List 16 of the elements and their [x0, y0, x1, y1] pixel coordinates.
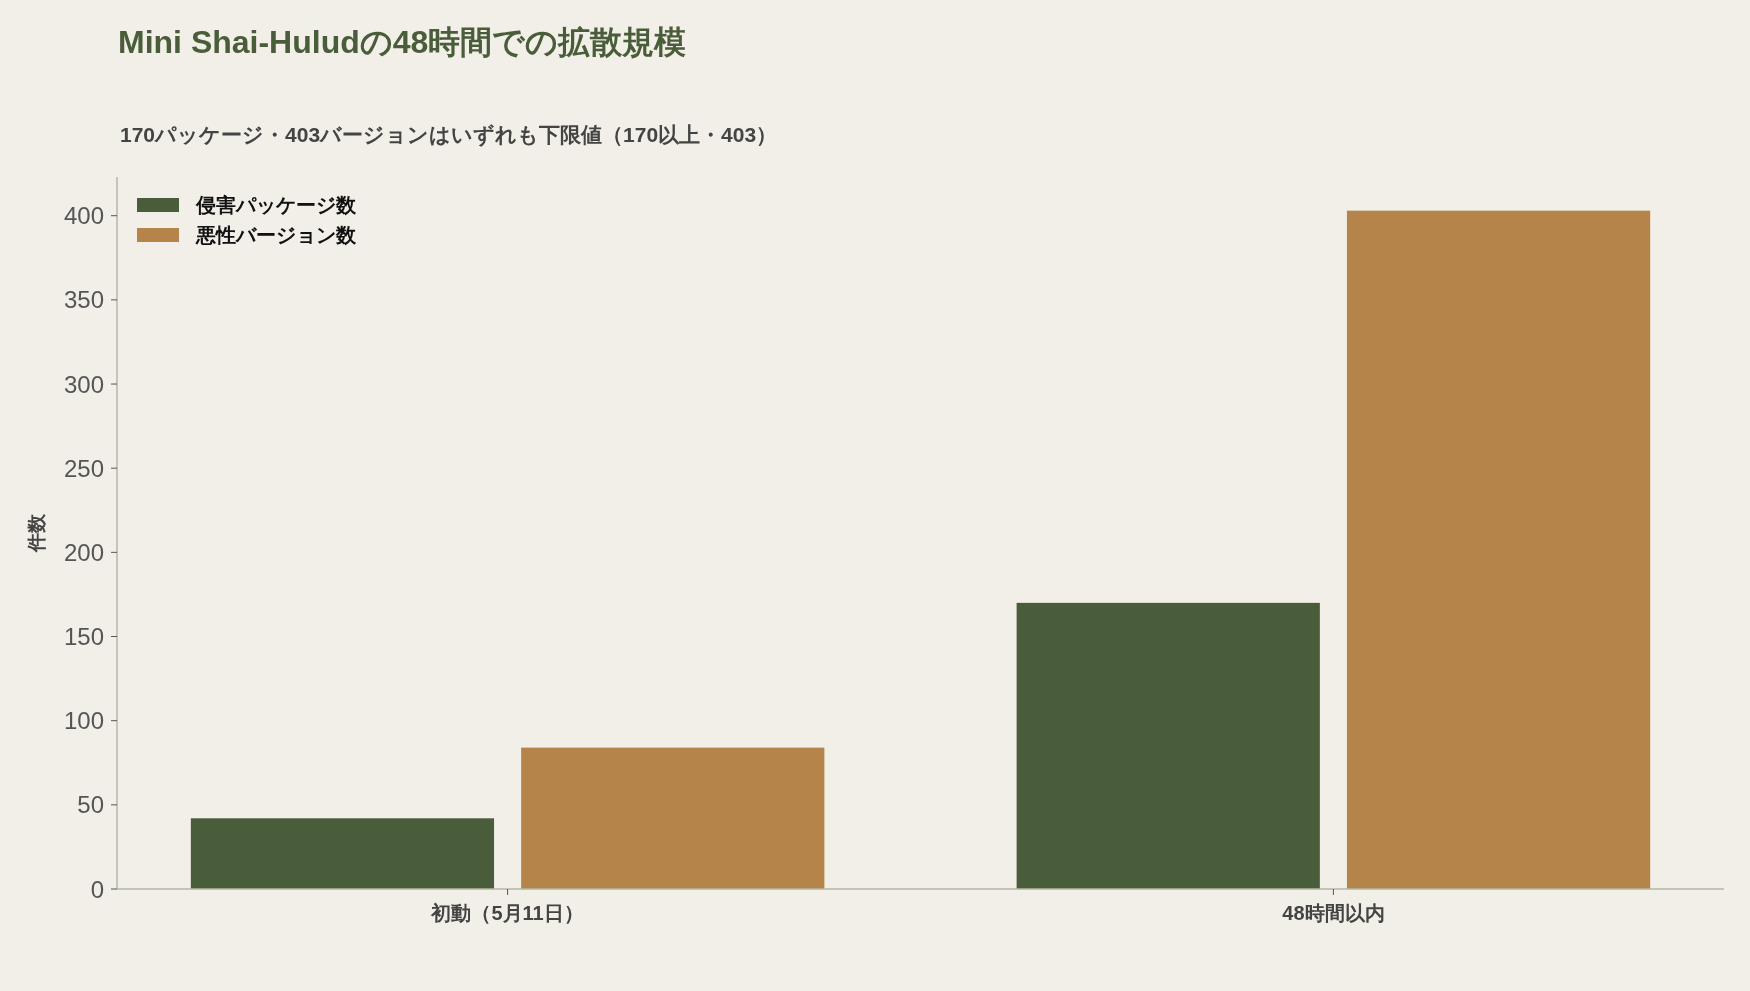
xtick: 48時間以内 [1282, 902, 1385, 924]
legend-label: 悪性バージョン数 [196, 224, 356, 246]
ytick: 250 [63, 454, 104, 482]
ytick: 100 [63, 707, 104, 735]
title: Mini Shai-Huludの48時間での拡散規模 [118, 24, 687, 60]
ytick: 400 [63, 202, 104, 230]
legend-label: 侵害パッケージ数 [196, 194, 356, 216]
subtitle: 170パッケージ・403バージョンはいずれも下限値（170以上・403） [120, 123, 778, 146]
ylabel: 件数 [25, 514, 47, 552]
ytick: 50 [77, 791, 104, 819]
ytick: 0 [90, 875, 104, 903]
ytick: 200 [63, 538, 104, 566]
ytick: 300 [63, 370, 104, 398]
xtick: 初動（5月11日） [431, 902, 584, 924]
ytick: 150 [63, 623, 104, 650]
ytick: 350 [63, 286, 104, 314]
